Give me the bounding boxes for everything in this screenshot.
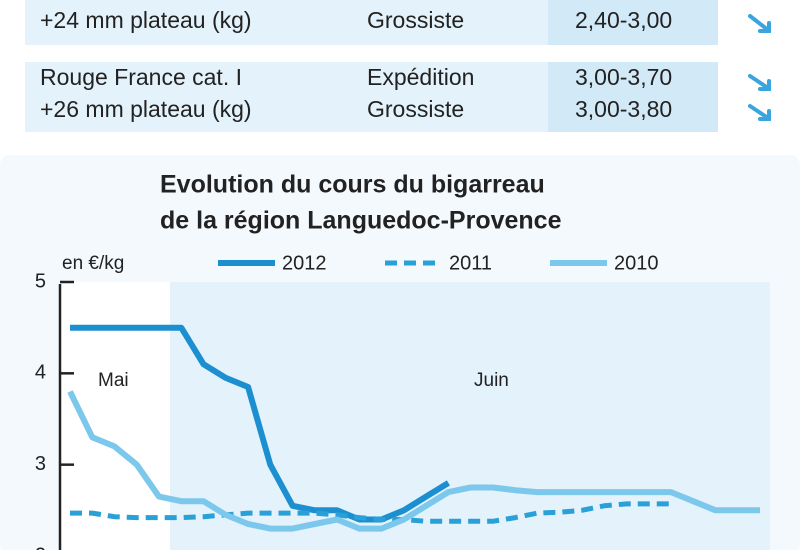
annotation: Mai [98,370,129,391]
juin-band [170,282,770,552]
price-col-bg [548,0,718,45]
chart-title: de la région Languedoc-Provence [160,207,562,235]
chart-title: Evolution du cours du bigarreau [160,171,545,199]
legend-label: 2011 [449,252,492,274]
y-tick-label: 5 [35,270,46,292]
row-price: 2,40-3,00 [575,7,672,33]
legend-label: 2010 [614,252,659,274]
trend-arrows [748,14,771,121]
series-line [70,324,450,523]
row-label: +26 mm plateau (kg) [40,96,252,122]
legend-label: 2012 [282,252,327,274]
row-market: Grossiste [367,96,464,122]
y-tick-label: 3 [35,453,46,475]
series-line [67,390,760,532]
row-label: +24 mm plateau (kg) [40,7,252,33]
price-col-bg [548,62,718,132]
y-tick-label: 4 [35,362,46,384]
row-price: 3,00-3,70 [575,64,672,90]
row-label: Rouge France cat. I [40,64,242,90]
y-tick-label: 2 [35,544,46,550]
y-axis-label: en €/kg [62,253,124,274]
series-line [70,501,671,524]
row-price: 3,00-3,80 [575,96,672,122]
row-market: Expédition [367,64,474,90]
annotation: Juin [474,370,509,391]
mai-band [60,282,170,552]
row-market: Grossiste [367,7,464,33]
